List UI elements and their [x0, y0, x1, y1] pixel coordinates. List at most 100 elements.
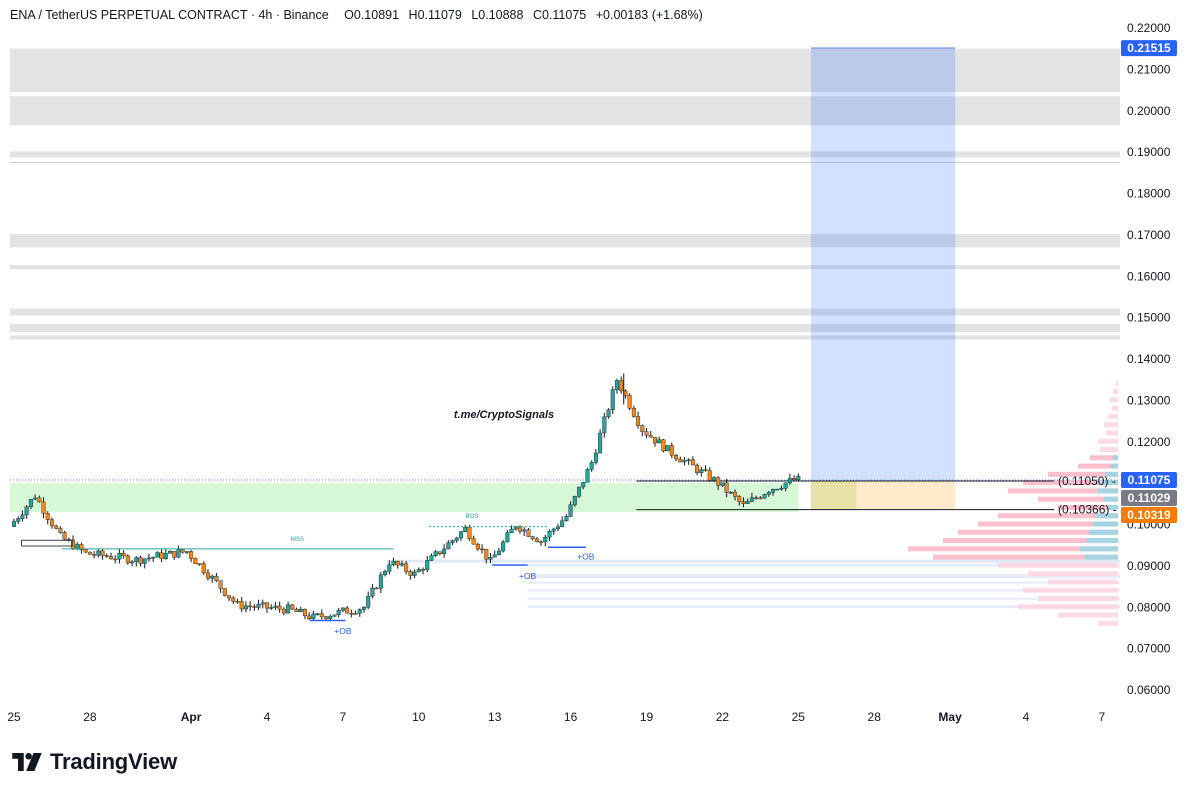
- candle-down: [239, 601, 244, 610]
- volume-profile-bar: [1098, 620, 1118, 626]
- candle-down: [231, 597, 236, 602]
- candle-down: [108, 556, 113, 560]
- y-tick-label: 0.22000: [1127, 21, 1171, 35]
- candle-down: [193, 558, 198, 564]
- x-tick-label: 16: [564, 710, 578, 724]
- candle-up: [378, 574, 383, 589]
- x-tick-label: 22: [716, 710, 730, 724]
- volume-profile-bar: [1104, 422, 1118, 428]
- volume-profile-bar: [1048, 579, 1118, 585]
- candle-up: [370, 587, 375, 597]
- candle-up: [361, 607, 366, 610]
- volume-profile-bar: [1089, 529, 1118, 535]
- exchange-label: Binance: [283, 8, 329, 22]
- y-tick-label: 0.15000: [1127, 311, 1171, 325]
- candle-up: [96, 550, 101, 556]
- candle-up: [75, 544, 80, 550]
- candle-down: [707, 470, 712, 481]
- candle-up: [728, 491, 733, 494]
- order-block-label: +OB: [519, 571, 537, 581]
- stop-zone: [810, 481, 956, 510]
- candle-down: [792, 478, 797, 481]
- volume-profile-bar: [1028, 571, 1118, 577]
- resistance-zone: [10, 335, 1120, 340]
- candle-down: [539, 541, 544, 544]
- candle-down: [349, 613, 354, 615]
- candle-up: [340, 607, 345, 611]
- candle-down: [716, 477, 721, 486]
- candle-down: [421, 569, 426, 571]
- candle-up: [505, 532, 510, 543]
- y-tick-label: 0.12000: [1127, 435, 1171, 449]
- volume-profile-bar: [1008, 488, 1118, 494]
- candle-down: [41, 501, 46, 514]
- candle-down: [636, 416, 641, 426]
- candle-up: [155, 552, 160, 558]
- candle-down: [690, 459, 695, 466]
- candle-down: [661, 439, 666, 452]
- candle-up: [256, 604, 261, 608]
- y-tick-label: 0.09000: [1127, 559, 1171, 573]
- y-tick-label: 0.19000: [1127, 145, 1171, 159]
- resistance-zone: [10, 234, 1120, 248]
- candle-up: [610, 389, 615, 410]
- candle-up: [412, 571, 417, 576]
- candle-up: [357, 609, 362, 614]
- volume-profile-bar: [1110, 463, 1118, 469]
- candle-up: [589, 462, 594, 470]
- candle-up: [328, 616, 333, 619]
- y-tick-label: 0.17000: [1127, 228, 1171, 242]
- candle-down: [214, 575, 219, 581]
- y-tick-label: 0.20000: [1127, 104, 1171, 118]
- stop-price-tag: [1121, 507, 1177, 524]
- candle-up: [24, 506, 29, 516]
- candle-up: [564, 516, 569, 521]
- entry-line-label: (0.11050) -: [1058, 474, 1116, 488]
- candle-up: [454, 537, 459, 541]
- volume-profile-bar: [933, 554, 1118, 560]
- candle-down: [758, 497, 763, 500]
- volume-profile-bar: [1108, 413, 1118, 419]
- candle-down: [138, 557, 143, 564]
- candle-down: [324, 616, 329, 619]
- volume-profile-bar: [1038, 496, 1118, 502]
- candle-up: [433, 551, 438, 556]
- separator: ·: [272, 8, 284, 22]
- candle-down: [754, 497, 759, 499]
- interval-label: 4h: [258, 8, 273, 22]
- candle-down: [71, 539, 76, 550]
- candle-down: [307, 615, 312, 619]
- candle-down: [518, 526, 523, 532]
- change-value: +0.00183 (+1.68%): [595, 8, 703, 22]
- candle-up: [383, 571, 388, 576]
- low-value: L0.10888: [471, 8, 524, 22]
- candle-up: [336, 610, 341, 616]
- candle-up: [130, 561, 135, 564]
- candle-up: [581, 482, 586, 488]
- candle-down: [724, 482, 729, 493]
- candle-up: [657, 439, 662, 444]
- x-tick-label: 7: [1099, 710, 1106, 724]
- volume-profile-bar: [1107, 504, 1118, 510]
- x-tick-label: 13: [488, 710, 502, 724]
- candle-up: [117, 553, 122, 560]
- candle-up: [366, 595, 371, 608]
- candle-up: [142, 558, 147, 564]
- candle-up: [522, 529, 527, 532]
- x-tick-label: 7: [340, 710, 347, 724]
- candle-up: [568, 504, 573, 517]
- candle-down: [695, 464, 700, 473]
- candle-up: [315, 613, 320, 615]
- candle-up: [771, 489, 776, 493]
- candle-down: [619, 380, 624, 392]
- x-tick-label: 4: [264, 710, 271, 724]
- candle-down: [172, 550, 177, 558]
- candle-up: [614, 380, 619, 390]
- candle-down: [83, 549, 88, 553]
- candle-down: [302, 609, 307, 617]
- tradingview-logo[interactable]: TradingView: [12, 749, 177, 775]
- candle-down: [640, 425, 645, 432]
- candle-down: [54, 525, 59, 529]
- volume-profile-bar: [1058, 504, 1118, 510]
